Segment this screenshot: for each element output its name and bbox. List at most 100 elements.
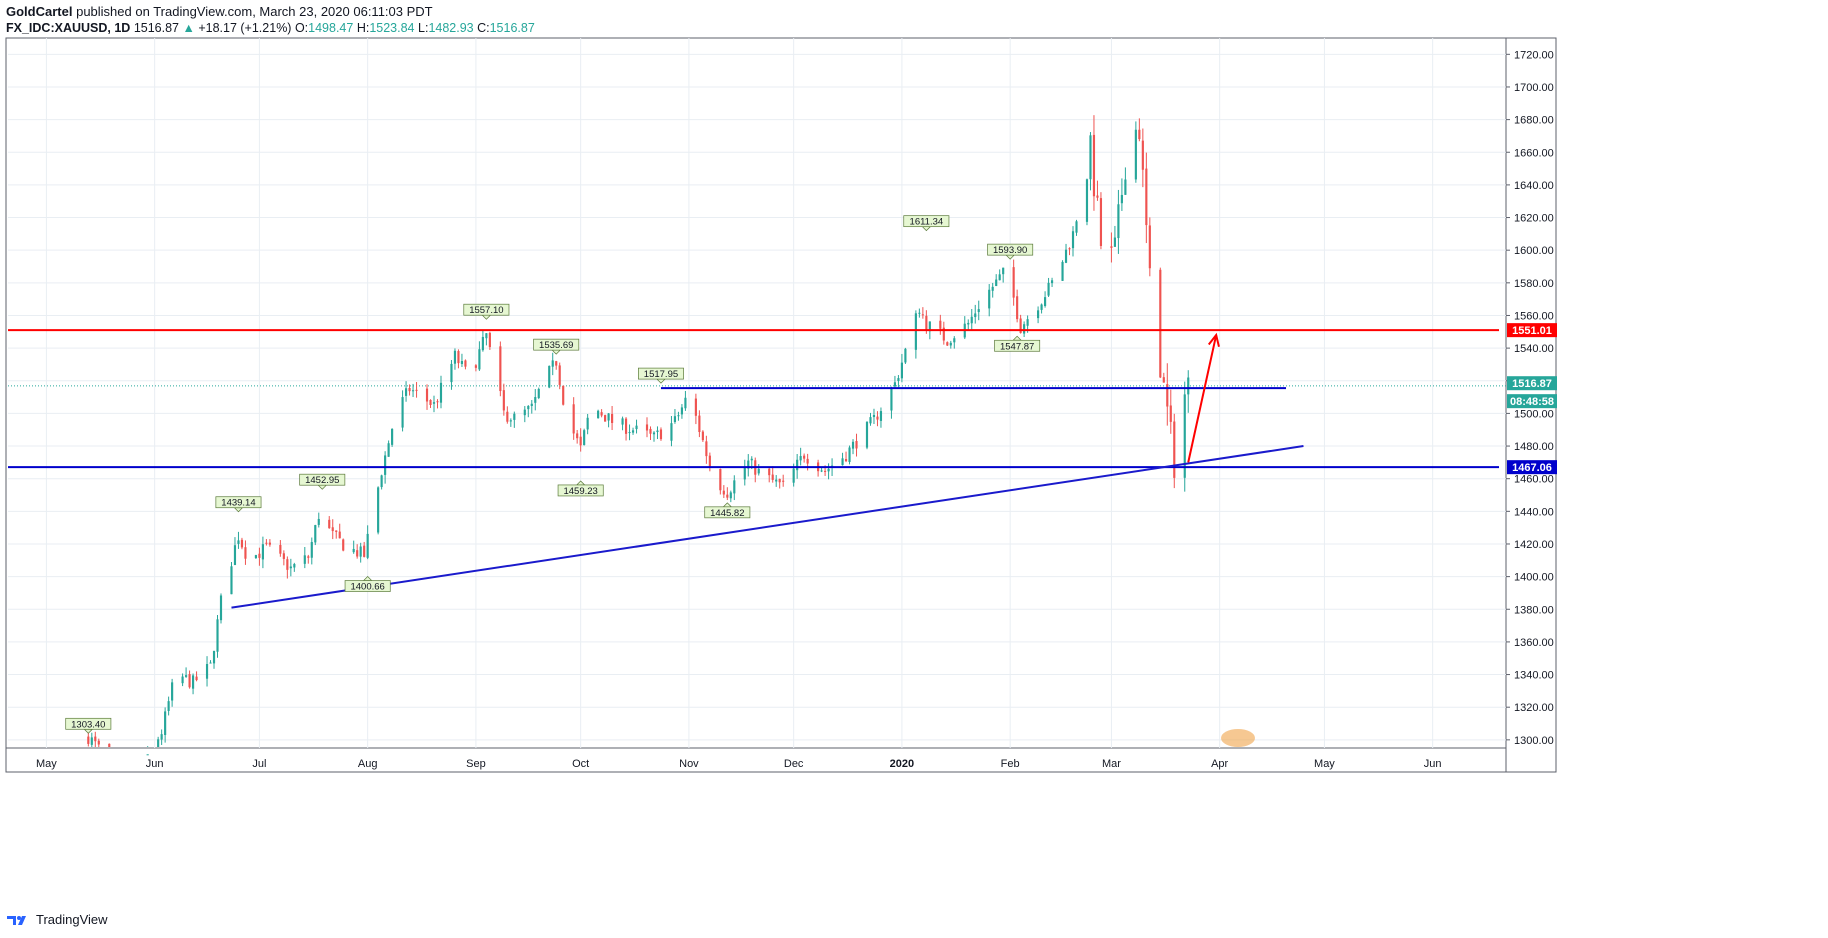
candle-body <box>897 378 900 382</box>
candle-body <box>415 389 418 391</box>
open-value: 1498.47 <box>308 21 354 35</box>
close-value: 1516.87 <box>489 21 535 35</box>
candle-body <box>1134 129 1137 180</box>
candle-body <box>698 415 701 433</box>
price-label-box <box>463 303 510 316</box>
x-tick-label: Jun <box>1424 758 1442 770</box>
high-label: H: <box>356 21 370 35</box>
price-label-text: 1535.69 <box>539 340 573 351</box>
candle-body <box>803 455 806 459</box>
candle-body <box>558 365 561 385</box>
candle-body <box>729 492 732 499</box>
candle-body <box>572 404 575 434</box>
candle-body <box>1043 297 1047 306</box>
candle-body <box>432 402 436 404</box>
candle-body <box>146 754 149 756</box>
x-tick-label: Jun <box>146 758 164 770</box>
candle-body <box>342 539 345 551</box>
candle-body <box>1183 394 1186 478</box>
x-tick-label: Mar <box>1102 758 1121 770</box>
candle-body <box>307 556 310 558</box>
price-label-pointer <box>1012 335 1022 341</box>
candle-body <box>523 409 526 416</box>
candle-body <box>181 676 184 684</box>
candle-body <box>597 410 600 419</box>
x-tick-label: 2020 <box>890 758 914 770</box>
candle-body <box>719 469 722 491</box>
price-label-box <box>704 506 751 519</box>
candle-body <box>872 415 876 418</box>
candle-body <box>1068 248 1071 250</box>
candle-body <box>401 397 404 428</box>
y-tick-label: 1380.00 <box>1514 604 1554 616</box>
candle-body <box>240 539 244 548</box>
candle-body <box>408 388 411 392</box>
candle-body <box>436 401 439 403</box>
candle-body <box>848 447 851 462</box>
price-label-text: 1303.40 <box>71 719 105 730</box>
candle-body <box>377 487 380 533</box>
candle-body <box>726 494 729 498</box>
projection-arrow-shaft <box>1187 334 1218 463</box>
candle-body <box>425 388 429 402</box>
candle-body <box>1019 318 1022 333</box>
candle-body <box>670 423 673 441</box>
candle-body <box>555 361 558 366</box>
candle-body <box>509 420 512 422</box>
candle-body <box>237 540 240 544</box>
candle-body <box>841 458 844 466</box>
candle-body <box>502 390 505 411</box>
y-tick-label: 1580.00 <box>1514 278 1554 290</box>
candle-body <box>303 555 306 564</box>
price-label-text: 1593.90 <box>993 245 1027 256</box>
author-name[interactable]: GoldCartel <box>6 4 73 19</box>
candle-body <box>792 468 795 483</box>
candle-body <box>624 418 628 434</box>
price-label-pointer <box>362 576 373 581</box>
y-tick-label: 1400.00 <box>1514 572 1554 584</box>
candle-body <box>1113 237 1116 247</box>
x-tick-label: Nov <box>679 758 699 770</box>
candle-body <box>317 518 320 525</box>
candle-body <box>645 424 649 431</box>
watermark-badge-icon <box>1221 729 1255 747</box>
candle-body <box>1075 221 1078 233</box>
candle-body <box>586 417 589 430</box>
candle-body <box>677 415 680 417</box>
candle-body <box>806 458 809 464</box>
y-tick-label: 1360.00 <box>1514 637 1554 649</box>
candle-body <box>914 313 917 350</box>
axis-price-tag <box>1507 323 1557 338</box>
candle-body <box>185 675 188 677</box>
candle-body <box>1047 282 1050 296</box>
candle-body <box>293 564 296 568</box>
candle-body <box>722 490 725 495</box>
candle-body <box>611 414 614 423</box>
symbol-name[interactable]: FX_IDC:XAUUSD, 1D <box>6 21 131 35</box>
candle-body <box>488 332 491 348</box>
candle-body <box>481 336 484 351</box>
candle-body <box>289 566 292 569</box>
x-tick-label: Dec <box>784 758 804 770</box>
candle-body <box>1141 140 1144 170</box>
candle-body <box>1099 198 1103 246</box>
candle-body <box>757 468 760 474</box>
candle-body <box>775 479 778 482</box>
axis-price-tag-text: 08:48:58 <box>1510 396 1554 408</box>
brand-name[interactable]: TradingView <box>36 912 108 927</box>
candle-body <box>268 542 271 545</box>
candle-body <box>893 382 897 387</box>
candle-body <box>900 362 903 379</box>
candle-body <box>921 314 924 316</box>
publish-info: published on TradingView.com, March 23, … <box>76 4 433 19</box>
candle-body <box>799 456 802 461</box>
candle-body <box>1085 179 1089 222</box>
candle-body <box>108 743 111 747</box>
price-label-pointer <box>722 502 733 508</box>
price-change: +18.17 (+1.21%) <box>198 21 292 35</box>
candle-body <box>946 342 949 346</box>
candle-body <box>974 313 977 318</box>
candle-body <box>1162 377 1165 383</box>
candle-body <box>879 411 883 421</box>
